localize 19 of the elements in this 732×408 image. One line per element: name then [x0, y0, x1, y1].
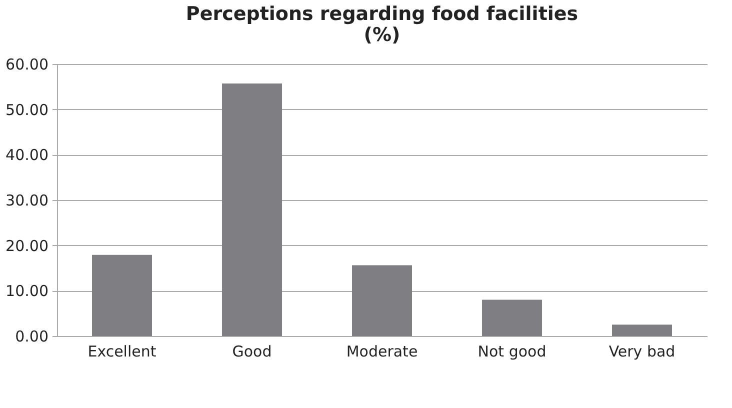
y-tick-label: 60.00 [6, 56, 48, 74]
text: Perceptions regarding food facilities [186, 3, 578, 25]
y-tick-label: 0.00 [15, 328, 48, 346]
bar [482, 300, 542, 336]
bar [92, 254, 152, 336]
x-tick-label: Very bad [608, 342, 676, 360]
y-tick-label: 10.00 [6, 282, 48, 300]
y-tick-label: 30.00 [6, 192, 48, 210]
text: (%) [364, 24, 400, 46]
y-tick-label: 20.00 [6, 236, 48, 255]
y-tick-label: 50.00 [6, 100, 48, 119]
x-tick-label: Not good [478, 342, 546, 360]
y-tick-label: 40.00 [6, 146, 48, 164]
bar [222, 83, 282, 336]
x-tick-label: Good [232, 342, 272, 360]
bar [612, 324, 672, 336]
x-tick-label: Excellent [88, 342, 156, 360]
bar [352, 265, 412, 336]
x-tick-label: Moderate [346, 342, 418, 360]
